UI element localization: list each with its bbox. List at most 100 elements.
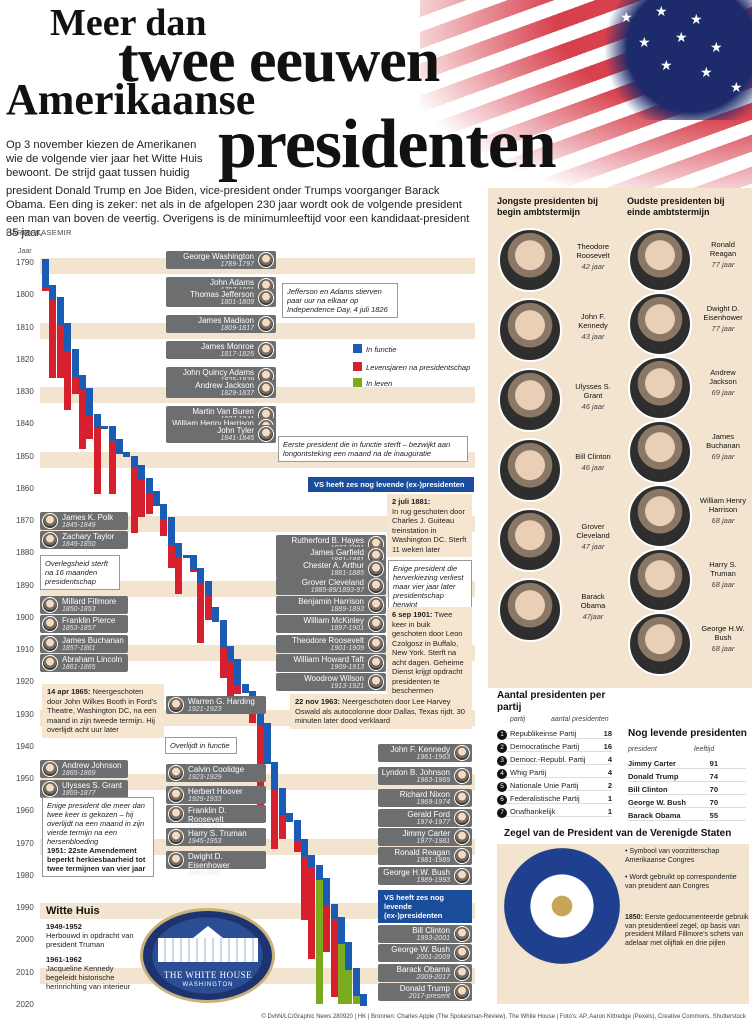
term-bar	[293, 819, 301, 842]
president-name: James Monroe	[201, 342, 254, 352]
president-portrait-icon	[368, 596, 384, 613]
year-tick-label: 1800	[16, 290, 34, 300]
year-tick-label: 1910	[16, 645, 34, 654]
president-term: 1977-1981	[416, 838, 450, 846]
year-tick-label: 1900	[16, 612, 34, 622]
president-portrait-icon	[258, 425, 274, 442]
term-bar	[71, 349, 79, 377]
president-portrait-icon	[454, 983, 470, 1000]
whitehouse-icon	[158, 926, 258, 966]
president-name: William Howard Taft	[293, 654, 364, 664]
president-name: Zachary Taylor	[62, 532, 115, 542]
president-portrait-icon	[368, 616, 384, 633]
old-president-label: Harry S. Truman 68 jaar	[709, 560, 737, 589]
old-president-portrait	[628, 420, 692, 484]
president-portrait-icon	[42, 780, 58, 797]
party-row: 5 Nationale Unie Partij 2	[497, 780, 612, 792]
president-box: Franklin Pierce 1853-1857	[40, 615, 128, 634]
old-president-portrait	[628, 612, 692, 676]
lifespan-bar	[219, 647, 227, 679]
lifespan-bar	[315, 879, 323, 1004]
note-fdr: Enige president die meer dan twee keer i…	[42, 797, 154, 877]
term-bar	[227, 645, 234, 661]
president-box: Thomas Jefferson 1801-1809	[166, 289, 276, 308]
year-tick-label: 1940	[16, 741, 34, 751]
president-term: 1849-1850	[62, 541, 96, 549]
lifespan-bar	[167, 544, 175, 569]
president-portrait-icon	[258, 380, 274, 397]
president-term: 1841-1845	[220, 434, 254, 442]
president-box: Warren G. Harding 1921-1923	[166, 695, 266, 714]
president-name: John Quincy Adams	[182, 367, 254, 377]
term-bar	[123, 452, 131, 458]
president-name: William Henry Harrison	[172, 419, 254, 429]
year-tick-label: 1820	[16, 354, 34, 364]
living-row: Bill Clinton 70	[628, 784, 746, 795]
term-bar	[338, 916, 345, 945]
president-box: George W. Bush 2001-2009	[378, 944, 472, 963]
president-term: 1913-1921	[330, 683, 364, 691]
president-name: John Adams	[209, 277, 254, 287]
note-lincoln: 14 apr 1865: Neergeschoten door John Wil…	[42, 684, 164, 738]
president-box: Andrew Jackson 1829-1837	[166, 379, 276, 398]
living-col-name: president	[628, 746, 657, 753]
year-tick-label: 1890	[16, 580, 34, 590]
old-president-label: George H.W. Bush 68 jaar	[701, 624, 745, 653]
year-tick-label: 1830	[16, 387, 34, 396]
lifespan-bar	[160, 518, 168, 537]
intro-text: Op 3 november kiezen de Amerikanen wie d…	[6, 139, 203, 179]
president-term: 1850-1853	[62, 605, 96, 613]
president-name: James Buchanan	[62, 635, 124, 645]
president-portrait-icon	[42, 513, 58, 529]
president-term: 1789-1797	[220, 260, 254, 268]
living-row: George W. Bush 70	[628, 797, 746, 808]
term-bar	[86, 387, 94, 416]
president-box: George Washington 1789-1797	[166, 250, 276, 269]
lifespan-bar	[338, 944, 345, 1004]
president-name: George W. Bush	[391, 945, 450, 955]
president-box: John F. Kennedy 1961-1963	[378, 744, 472, 763]
president-name: Gerald Ford	[407, 809, 450, 819]
president-portrait-icon	[454, 848, 470, 865]
party-row: 1 Republikeinse Partij 18	[497, 728, 612, 740]
note-mckinley: 6 sep 1901: Twee keer in buik geschoten …	[387, 607, 472, 699]
lifespan-bar	[138, 480, 146, 517]
president-portrait-icon	[42, 596, 58, 613]
president-name: Thomas Jefferson	[190, 290, 254, 300]
president-name: Dwight D. Eisenhower	[188, 851, 230, 870]
president-name: Chester A. Arthur	[303, 561, 364, 571]
term-bar	[197, 568, 205, 584]
president-term: 1929-1933	[188, 796, 222, 804]
year-band	[40, 903, 475, 919]
term-bar	[101, 426, 109, 430]
flag-stars: ★ ★ ★ ★ ★ ★ ★ ★ ★	[600, 0, 752, 120]
president-box: William McKinley 1897-1901	[276, 615, 386, 634]
term-bar	[49, 284, 57, 300]
president-term: 1881-1885	[330, 570, 364, 578]
president-box: Herbert Hoover 1929-1933	[166, 786, 266, 805]
living-col-age: leeftijd	[694, 746, 715, 753]
young-president-portrait	[498, 508, 562, 572]
president-portrait-icon	[454, 829, 470, 846]
lifespan-bar	[293, 841, 301, 853]
president-box: Grover Cleveland 1885-89/1893-97	[276, 576, 386, 595]
lifespan-bar	[56, 325, 64, 379]
whitehouse-entry-2: 1961-1962 Jacqueline Kennedy begeleidt hi…	[46, 955, 131, 991]
party-row: 7 Onafhankelijk 1	[497, 806, 612, 818]
seal-bullet-2: • Wordt gebruikt op correspondentie van …	[625, 874, 737, 890]
president-box: Barack Obama 2009-2017	[378, 963, 472, 982]
president-box: Bill Clinton 1993-2001	[378, 924, 472, 943]
whitehouse-caption-sub: WASHINGTON	[182, 982, 234, 988]
lifespan-bar	[108, 441, 116, 495]
president-name: Ronald Reagan	[394, 848, 450, 858]
whitehouse-entry-1: 1949-1952 Herbouwd in opdracht van presid…	[46, 922, 134, 949]
president-box: Woodrow Wilson 1913-1921	[276, 673, 386, 692]
president-name: Barack Obama	[396, 964, 450, 974]
president-box: Abraham Lincoln 1861-1865	[40, 653, 128, 672]
note-harding: Overlijdt in functie	[165, 737, 237, 754]
president-term: 1989-1993	[416, 876, 450, 884]
president-box: Benjamin Harrison 1889-1893	[276, 595, 386, 614]
term-bar	[241, 684, 249, 693]
old-president-portrait	[628, 484, 692, 548]
old-president-label: James Buchanan 69 jaar	[706, 432, 740, 461]
